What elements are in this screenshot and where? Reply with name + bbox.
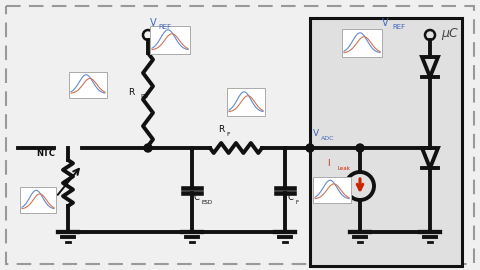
Text: I: I: [327, 160, 330, 168]
Circle shape: [144, 144, 152, 152]
FancyBboxPatch shape: [150, 26, 190, 54]
Text: V: V: [150, 18, 156, 28]
Text: REF: REF: [158, 24, 171, 30]
Text: ESD: ESD: [202, 201, 213, 205]
FancyBboxPatch shape: [310, 18, 462, 266]
Circle shape: [306, 144, 314, 152]
Text: PU: PU: [140, 94, 148, 99]
Text: C: C: [194, 194, 200, 202]
FancyBboxPatch shape: [69, 72, 107, 97]
Text: ADC: ADC: [321, 137, 335, 141]
Text: Leak: Leak: [338, 166, 351, 170]
Text: REF: REF: [392, 24, 405, 30]
Text: NTC: NTC: [36, 150, 56, 158]
FancyBboxPatch shape: [313, 177, 351, 203]
FancyBboxPatch shape: [20, 187, 56, 213]
Text: R: R: [128, 88, 134, 97]
FancyBboxPatch shape: [342, 29, 382, 57]
Text: V: V: [313, 130, 319, 139]
Text: V: V: [382, 18, 389, 28]
Text: F: F: [295, 201, 298, 205]
FancyBboxPatch shape: [227, 88, 265, 116]
Text: R: R: [218, 126, 224, 134]
Text: F: F: [226, 133, 229, 137]
Text: C: C: [287, 194, 293, 202]
Circle shape: [356, 144, 364, 152]
Text: μC: μC: [441, 28, 458, 40]
